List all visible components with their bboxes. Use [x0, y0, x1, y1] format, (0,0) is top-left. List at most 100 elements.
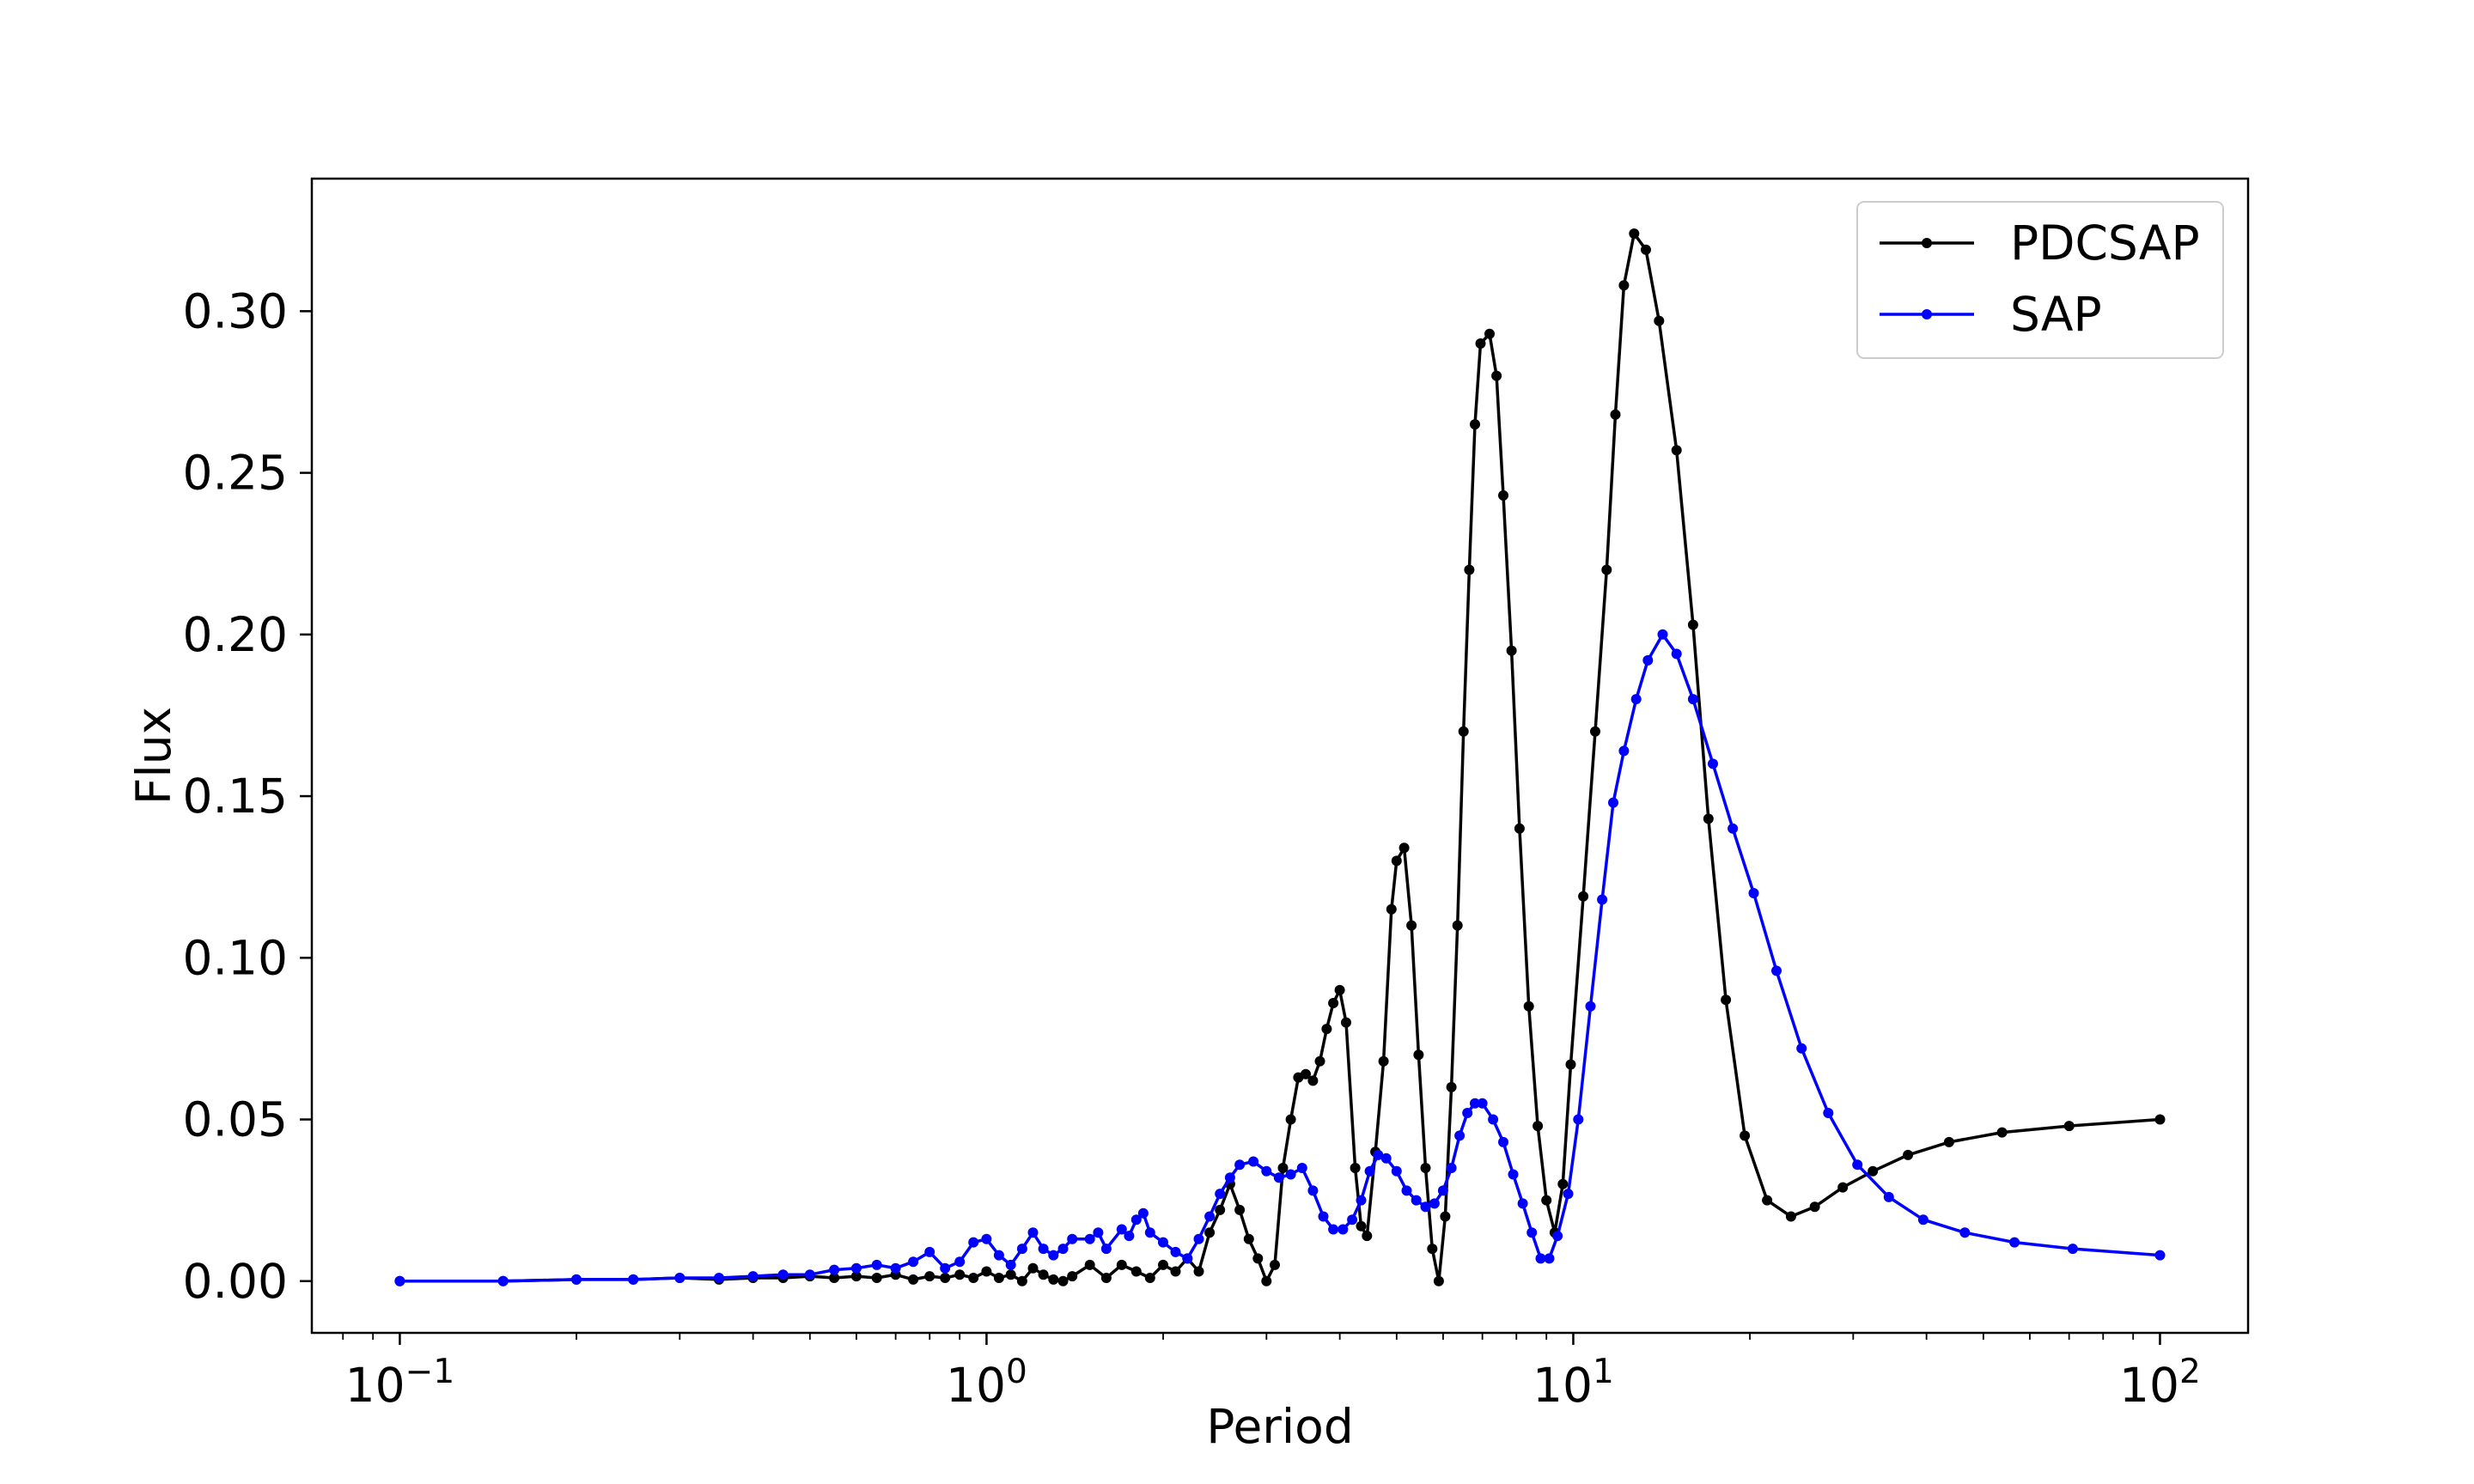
data-point-sap [1158, 1237, 1168, 1248]
data-point-pdcsap [1328, 998, 1339, 1008]
data-point-sap [1057, 1244, 1069, 1255]
data-point-sap [1437, 1185, 1448, 1196]
data-point-sap [1144, 1227, 1155, 1238]
data-point-pdcsap [1252, 1253, 1264, 1264]
data-point-sap [1137, 1207, 1149, 1219]
data-point-pdcsap [1610, 409, 1621, 420]
data-point-pdcsap [1996, 1127, 2008, 1138]
data-point-sap [1585, 1000, 1596, 1012]
data-point-sap [968, 1237, 979, 1248]
data-point-sap [1100, 1244, 1112, 1255]
x-axis-label: Period [1206, 1399, 1354, 1454]
data-point-sap [1411, 1195, 1422, 1206]
data-point-sap [1224, 1172, 1235, 1183]
data-point-pdcsap [1464, 564, 1475, 575]
data-point-sap [1420, 1201, 1431, 1213]
data-point-sap [1671, 648, 1682, 660]
legend-frame [1856, 201, 2224, 359]
data-point-pdcsap [1334, 984, 1345, 995]
data-point-sap [1883, 1191, 1894, 1202]
data-point-sap [1170, 1246, 1181, 1257]
data-point-pdcsap [1470, 419, 1480, 430]
data-point-sap [1563, 1189, 1574, 1200]
data-point-sap [2009, 1237, 2020, 1248]
data-point-pdcsap [1391, 855, 1402, 867]
data-point-pdcsap [1565, 1059, 1576, 1070]
data-point-sap [1261, 1165, 1272, 1177]
data-point-sap [1429, 1198, 1440, 1209]
data-point-pdcsap [1514, 823, 1525, 834]
data-point-pdcsap [1362, 1231, 1373, 1242]
data-point-pdcsap [1356, 1220, 1367, 1232]
legend-marker-sap [1922, 309, 1932, 319]
data-point-sap [1084, 1233, 1095, 1244]
data-point-sap [1823, 1108, 1834, 1118]
data-point-sap [1470, 1098, 1480, 1109]
data-point-sap [940, 1262, 951, 1274]
data-point-sap [1364, 1165, 1375, 1177]
data-point-pdcsap [1533, 1121, 1544, 1132]
data-point-pdcsap [1027, 1262, 1039, 1274]
data-point-pdcsap [1350, 1163, 1361, 1173]
data-point-pdcsap [1452, 920, 1463, 931]
y-tick-label: 0.00 [183, 1254, 288, 1309]
data-point-pdcsap [1601, 564, 1612, 575]
data-point-pdcsap [1116, 1259, 1127, 1270]
data-point-pdcsap [1420, 1163, 1431, 1173]
data-point-pdcsap [908, 1274, 919, 1285]
data-point-pdcsap [1215, 1204, 1226, 1215]
data-point-pdcsap [1671, 445, 1682, 456]
data-point-sap [1285, 1169, 1296, 1180]
data-point-sap [954, 1256, 966, 1268]
legend-marker-pdcsap [1922, 238, 1932, 248]
data-point-sap [1356, 1195, 1367, 1206]
data-point-sap [394, 1275, 405, 1286]
data-point-pdcsap [1067, 1271, 1078, 1282]
data-point-pdcsap [968, 1273, 979, 1283]
data-point-pdcsap [1762, 1195, 1773, 1206]
data-point-sap [924, 1246, 935, 1257]
data-point-pdcsap [1641, 244, 1651, 255]
data-point-pdcsap [1270, 1259, 1280, 1270]
data-point-sap [1248, 1156, 1259, 1167]
data-point-pdcsap [1654, 315, 1665, 326]
data-point-pdcsap [1100, 1273, 1112, 1283]
y-tick-label: 0.30 [183, 283, 288, 338]
data-point-sap [1462, 1108, 1473, 1118]
data-point-pdcsap [1170, 1266, 1181, 1277]
data-point-sap [1959, 1227, 1971, 1238]
data-point-sap [747, 1271, 759, 1282]
data-point-pdcsap [1943, 1136, 1954, 1147]
data-point-pdcsap [1406, 920, 1417, 931]
data-point-sap [1116, 1224, 1127, 1235]
data-point-pdcsap [1440, 1211, 1451, 1222]
data-point-sap [2154, 1250, 2166, 1261]
data-point-sap [993, 1250, 1004, 1261]
data-point-sap [1373, 1149, 1384, 1160]
data-point-sap [628, 1274, 639, 1285]
data-point-sap [1296, 1163, 1307, 1173]
legend: PDCSAP SAP [1856, 201, 2224, 359]
data-point-sap [981, 1233, 992, 1244]
data-point-pdcsap [1277, 1163, 1289, 1173]
data-point-sap [1215, 1189, 1226, 1200]
data-point-sap [1796, 1043, 1807, 1054]
data-point-pdcsap [1541, 1195, 1552, 1206]
data-point-pdcsap [1618, 280, 1630, 291]
data-point-pdcsap [924, 1271, 935, 1282]
data-point-sap [1477, 1098, 1488, 1109]
data-point-sap [1446, 1163, 1457, 1173]
data-point-pdcsap [1578, 891, 1589, 902]
data-point-sap [1318, 1211, 1329, 1222]
data-point-sap [1193, 1233, 1204, 1244]
data-point-sap [1338, 1224, 1349, 1235]
y-tick-label: 0.15 [183, 769, 288, 824]
data-point-pdcsap [993, 1273, 1004, 1283]
data-point-sap [1454, 1130, 1466, 1141]
series-line-sap [399, 633, 2160, 1283]
data-point-pdcsap [1484, 328, 1495, 339]
data-point-pdcsap [1427, 1244, 1438, 1255]
data-point-sap [1204, 1211, 1216, 1222]
data-point-sap [1048, 1250, 1059, 1261]
data-point-sap [1234, 1159, 1246, 1171]
